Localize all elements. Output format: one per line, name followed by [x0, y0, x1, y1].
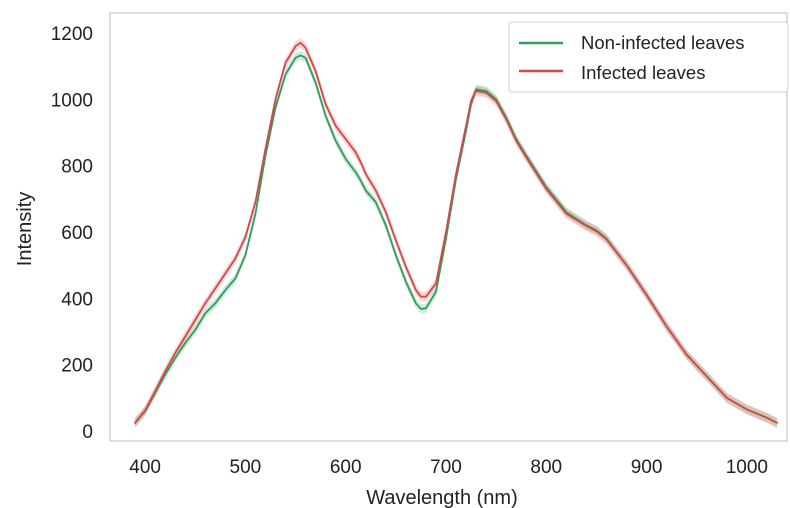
x-tick-label: 600: [330, 457, 362, 478]
x-tick-label: 500: [230, 457, 262, 478]
y-axis-ticks: 0 200 400 600 800 1000 1200: [51, 24, 93, 443]
y-tick-label: 1000: [51, 90, 93, 111]
x-tick-label: 1000: [726, 457, 768, 478]
x-tick-label: 900: [631, 457, 663, 478]
y-tick-label: 600: [61, 223, 93, 244]
x-axis-label: Wavelength (nm): [366, 487, 518, 508]
legend-label-non-infected: Non-infected leaves: [581, 32, 745, 53]
y-tick-label: 800: [61, 157, 93, 178]
legend: Non-infected leaves Infected leaves: [508, 21, 789, 93]
x-tick-label: 700: [430, 457, 462, 478]
x-axis-ticks: 400 500 600 700 800 900 1000: [129, 457, 768, 478]
x-tick-label: 800: [530, 457, 562, 478]
y-tick-label: 200: [61, 356, 93, 377]
series-lines: [134, 41, 778, 424]
legend-label-infected: Infected leaves: [581, 62, 705, 83]
y-tick-label: 1200: [51, 24, 93, 45]
legend-box: [508, 21, 789, 93]
y-tick-label: 0: [82, 422, 93, 443]
series-line-infected: [134, 41, 778, 424]
x-tick-label: 400: [129, 457, 161, 478]
y-tick-label: 400: [61, 289, 93, 310]
y-axis-label: Intensity: [14, 192, 36, 266]
